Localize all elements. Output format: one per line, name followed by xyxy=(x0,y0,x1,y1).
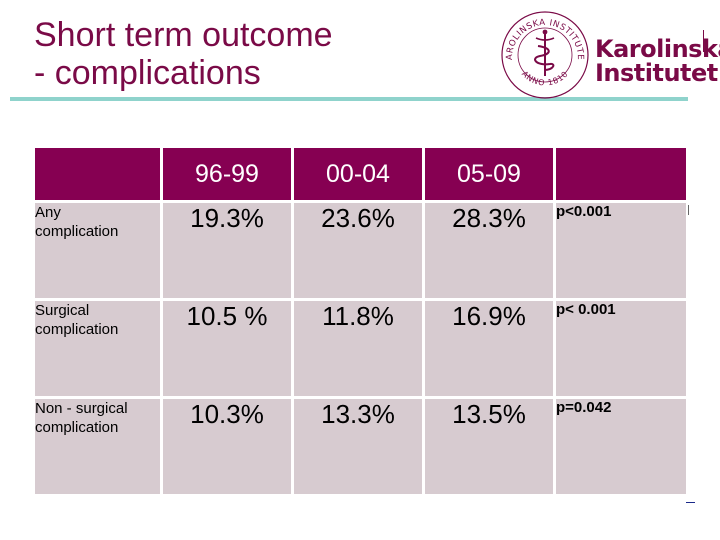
header-cell-05-09: 05-09 xyxy=(425,148,553,200)
value-cell: 10.3% xyxy=(163,399,291,494)
header-cell-96-99: 96-99 xyxy=(163,148,291,200)
value-cell: 10.5 % xyxy=(163,301,291,396)
p-value-cell: p<0.001 xyxy=(556,203,686,298)
table-row: Any complication 19.3% 23.6% 28.3% p<0.0… xyxy=(35,203,686,298)
header-cell-p-value xyxy=(556,148,686,200)
p-value-cell: p=0.042 xyxy=(556,399,686,494)
complications-table: 96-99 00-04 05-09 Any complication 19.3%… xyxy=(32,145,689,497)
row-label-line: Surgical xyxy=(35,302,90,319)
value-cell: 11.8% xyxy=(294,301,422,396)
title-divider xyxy=(10,97,688,101)
row-label-surgical-complication: Surgical complication xyxy=(35,301,160,396)
seal-icon: KAROLINSKA INSTITUTET ANNO 1810 xyxy=(500,10,589,99)
table-header-row: 96-99 00-04 05-09 xyxy=(35,148,686,200)
corner-dash xyxy=(686,502,695,503)
row-label-any-complication: Any complication xyxy=(35,203,160,298)
value-cell: 16.9% xyxy=(425,301,553,396)
row-label-line: Any xyxy=(35,204,61,221)
title-line-2: - complications xyxy=(34,54,261,92)
row-label-line: complication xyxy=(35,419,119,436)
row-label-non-surgical-complication: Non - surgical complication xyxy=(35,399,160,494)
slide-title: Short term outcome - complications xyxy=(34,16,333,92)
header-cell-00-04: 00-04 xyxy=(294,148,422,200)
table-edge-mark xyxy=(688,205,689,215)
logo-word-institutet: Institutet xyxy=(595,59,718,87)
value-cell: 13.3% xyxy=(294,399,422,494)
header-cell-empty xyxy=(35,148,160,200)
value-cell: 19.3% xyxy=(163,203,291,298)
row-label-line: complication xyxy=(35,321,119,338)
p-value-cell: p< 0.001 xyxy=(556,301,686,396)
value-cell: 13.5% xyxy=(425,399,553,494)
value-cell: 28.3% xyxy=(425,203,553,298)
karolinska-logo: KAROLINSKA INSTITUTET ANNO 1810 Karolins… xyxy=(500,10,720,102)
title-line-1: Short term outcome xyxy=(34,16,333,54)
row-label-line: Non - surgical xyxy=(35,400,128,417)
value-cell: 23.6% xyxy=(294,203,422,298)
table-row: Non - surgical complication 10.3% 13.3% … xyxy=(35,399,686,494)
table-row: Surgical complication 10.5 % 11.8% 16.9%… xyxy=(35,301,686,396)
logo-edge-mark xyxy=(703,30,704,52)
row-label-line: complication xyxy=(35,223,119,240)
logo-word-karolinska: Karolinska xyxy=(595,35,720,63)
